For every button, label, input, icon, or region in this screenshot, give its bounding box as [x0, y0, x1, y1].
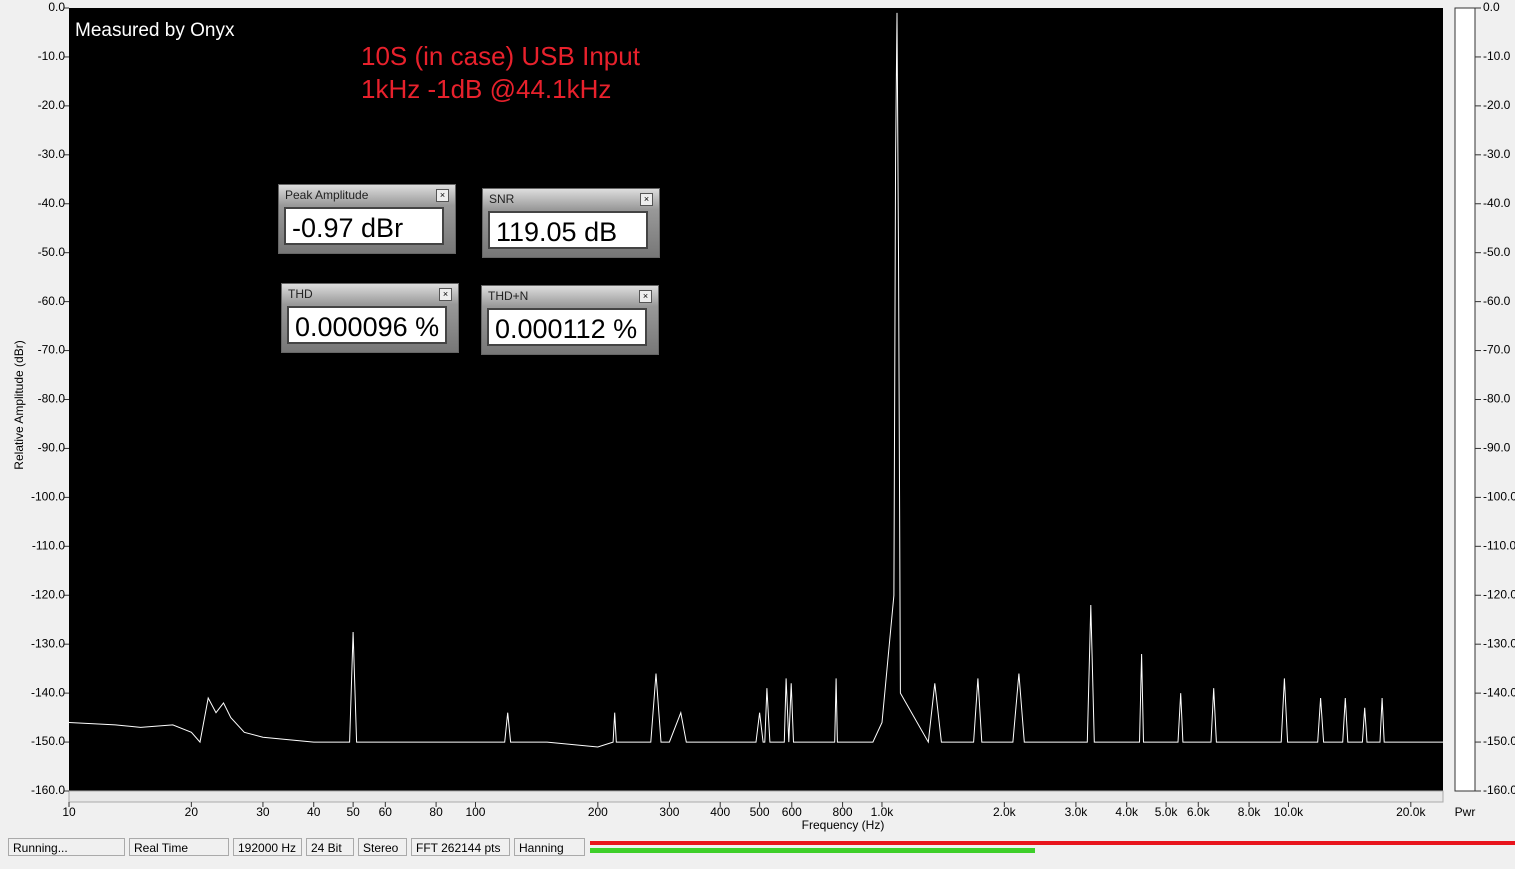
y2-tick-label: -130.0 [1483, 636, 1515, 650]
y-axis-label: Relative Amplitude (dBr) [12, 340, 26, 469]
x-tick-label: 40 [307, 805, 321, 819]
status-cell: Hanning [514, 838, 585, 856]
y2-tick-label: -110.0 [1483, 538, 1515, 552]
meter-title: THD+N [488, 289, 529, 303]
y-tick-label: -70.0 [38, 343, 66, 357]
meter-window: THD+N × 0.000112 % [481, 285, 659, 355]
y-tick-label: -20.0 [38, 98, 66, 112]
level-bar [590, 848, 1035, 853]
y2-tick-label: -160.0 [1483, 783, 1515, 797]
x-tick-label: 400 [710, 805, 730, 819]
annotation: 1kHz -1dB @44.1kHz [361, 74, 611, 104]
x-tick-label: 20 [185, 805, 199, 819]
plot-area [69, 8, 1443, 791]
y-tick-label: -100.0 [31, 490, 65, 504]
y-tick-label: -50.0 [38, 245, 66, 259]
spectrum-line [68, 12, 1443, 748]
y2-tick-label: -90.0 [1483, 441, 1511, 455]
x-tick-label: 50 [346, 805, 360, 819]
y2-tick-label: -70.0 [1483, 343, 1511, 357]
scrollbar[interactable] [68, 790, 1444, 803]
x-tick-label: 20.0k [1396, 805, 1426, 819]
y-tick-label: -160.0 [31, 783, 65, 797]
y-tick-label: -10.0 [38, 49, 66, 63]
y2-tick-label: -150.0 [1483, 734, 1515, 748]
power-meter [1454, 7, 1476, 792]
x-tick-label: 600 [782, 805, 802, 819]
x-tick-label: 3.0k [1065, 805, 1089, 819]
x-tick-label: 8.0k [1238, 805, 1262, 819]
close-button[interactable]: × [436, 189, 449, 202]
level-bar [590, 841, 1515, 845]
meter-window: THD × 0.000096 % [281, 283, 459, 353]
meter-title: Peak Amplitude [285, 188, 369, 202]
y2-tick-label: 0.0 [1483, 0, 1500, 14]
status-cell: Real Time [129, 838, 229, 856]
y2-tick-label: -30.0 [1483, 147, 1511, 161]
y-tick-label: -120.0 [31, 587, 65, 601]
x-tick-label: 6.0k [1187, 805, 1211, 819]
status-cell: 192000 Hz [233, 838, 302, 856]
meter-title: SNR [489, 192, 515, 206]
y-tick-label: -150.0 [31, 734, 65, 748]
meter-value: -0.97 dBr [284, 207, 444, 245]
meter-value: 119.05 dB [488, 211, 648, 249]
x-tick-label: 10.0k [1274, 805, 1304, 819]
y2-tick-label: -20.0 [1483, 98, 1511, 112]
x-tick-label: 100 [465, 805, 485, 819]
x-axis-label: Frequency (Hz) [802, 818, 885, 832]
x-tick-label: 4.0k [1115, 805, 1139, 819]
y2-tick-label: -140.0 [1483, 685, 1515, 699]
y-tick-label: -110.0 [32, 538, 65, 552]
y2-tick-label: -60.0 [1483, 294, 1511, 308]
x-tick-label: 1.0k [871, 805, 895, 819]
x-tick-label: 2.0k [993, 805, 1017, 819]
y-tick-label: -140.0 [31, 685, 65, 699]
status-cell: 24 Bit [306, 838, 354, 856]
close-button[interactable]: × [439, 288, 452, 301]
x-tick-label: 200 [588, 805, 608, 819]
power-label: Pwr [1455, 805, 1476, 819]
x-tick-label: 300 [659, 805, 679, 819]
y-tick-label: -40.0 [38, 196, 66, 210]
x-tick-label: 800 [833, 805, 853, 819]
meter-window: Peak Amplitude × -0.97 dBr [278, 184, 456, 254]
meter-title: THD [288, 287, 313, 301]
y2-tick-label: -80.0 [1483, 392, 1511, 406]
y2-tick-label: -100.0 [1483, 490, 1515, 504]
meter-value: 0.000096 % [287, 306, 447, 344]
x-tick-label: 60 [379, 805, 393, 819]
y2-tick-label: -120.0 [1483, 587, 1515, 601]
y-tick-label: -90.0 [38, 441, 66, 455]
meter-value: 0.000112 % [487, 308, 647, 346]
annotation: Measured by Onyx [75, 20, 235, 41]
status-cell: Stereo [358, 838, 407, 856]
y-tick-label: -30.0 [38, 147, 66, 161]
x-tick-label: 80 [429, 805, 443, 819]
y-tick-label: -60.0 [38, 294, 66, 308]
status-cell: FFT 262144 pts [411, 838, 510, 856]
x-tick-label: 5.0k [1155, 805, 1179, 819]
status-cell: Running... [8, 838, 125, 856]
annotation: 10S (in case) USB Input [361, 41, 641, 71]
y2-tick-label: -40.0 [1483, 196, 1511, 210]
y-tick-label: -80.0 [38, 392, 66, 406]
close-button[interactable]: × [639, 290, 652, 303]
y-tick-label: 0.0 [48, 0, 65, 14]
y-tick-label: -130.0 [31, 636, 65, 650]
y2-tick-label: -50.0 [1483, 245, 1511, 259]
x-tick-label: 500 [750, 805, 770, 819]
close-button[interactable]: × [640, 193, 653, 206]
x-tick-label: 10 [62, 805, 76, 819]
meter-window: SNR × 119.05 dB [482, 188, 660, 258]
x-tick-label: 30 [256, 805, 270, 819]
y2-tick-label: -10.0 [1483, 49, 1511, 63]
